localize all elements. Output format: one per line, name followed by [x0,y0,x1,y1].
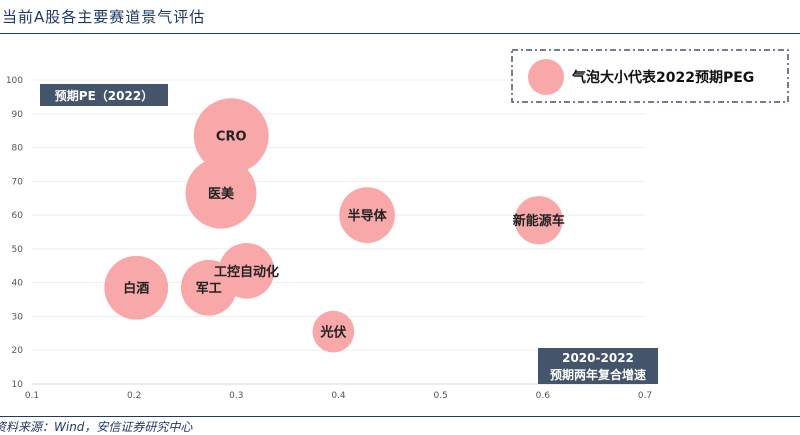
y-tick-label: 100 [6,76,23,86]
source-note: 资料来源：Wind，安信证券研究中心 [0,420,193,434]
y-tick-label: 30 [12,312,24,322]
x-axis-ticks: 0.1 0.2 0.3 0.4 0.5 0.6 0.7 [25,391,652,401]
bubble-label: 医美 [208,186,235,202]
legend-bubble-swatch [528,59,564,95]
x-tick-label: 0.5 [434,391,448,401]
y-tick-label: 90 [12,110,24,120]
y-tick-label: 70 [12,177,24,187]
bubble-label: 白酒 [123,281,149,297]
x-axis-label-box: 2020-2022 预期两年复合增速 [538,348,658,384]
x-tick-label: 0.4 [331,391,346,401]
y-tick-label: 20 [12,346,24,356]
x-axis-label-line1: 2020-2022 [562,351,634,365]
y-axis-label: 预期PE（2022） [55,88,153,103]
y-tick-label: 60 [12,211,24,221]
bubble-label: 军工 [196,282,222,297]
bubble-label: 光伏 [319,325,346,341]
footer-divider [0,416,800,417]
y-axis-label-box: 预期PE（2022） [40,84,168,106]
bubble-label: 半导体 [348,208,388,224]
bubble-label: CRO [216,130,247,145]
y-axis-ticks: 10 20 30 40 50 60 70 80 90 100 [6,76,23,390]
y-tick-label: 50 [12,245,24,255]
title-divider [0,33,800,34]
bubble [339,187,395,243]
bubble [193,98,269,174]
y-tick-label: 40 [12,279,24,289]
bubble-layer [104,98,563,353]
chart-title: 当前A股各主要赛道景气评估 [2,8,206,26]
x-tick-label: 0.7 [638,391,652,401]
bubble-label: 新能源车 [513,213,565,229]
bubble [514,196,563,245]
x-tick-label: 0.6 [536,391,551,401]
bubble [180,259,237,316]
y-tick-label: 80 [12,144,24,154]
x-tick-label: 0.3 [229,391,243,401]
x-axis-label-line2: 预期两年复合增速 [550,367,646,382]
bubble [185,157,257,229]
bubble [312,310,355,353]
y-tick-label: 10 [12,380,24,390]
x-tick-label: 0.1 [25,391,39,401]
bubble-label: 工控自动化 [214,264,279,280]
legend: 气泡大小代表2022预期PEG [511,49,789,103]
x-tick-label: 0.2 [127,391,141,401]
bubble [104,255,169,320]
legend-label: 气泡大小代表2022预期PEG [571,69,754,86]
